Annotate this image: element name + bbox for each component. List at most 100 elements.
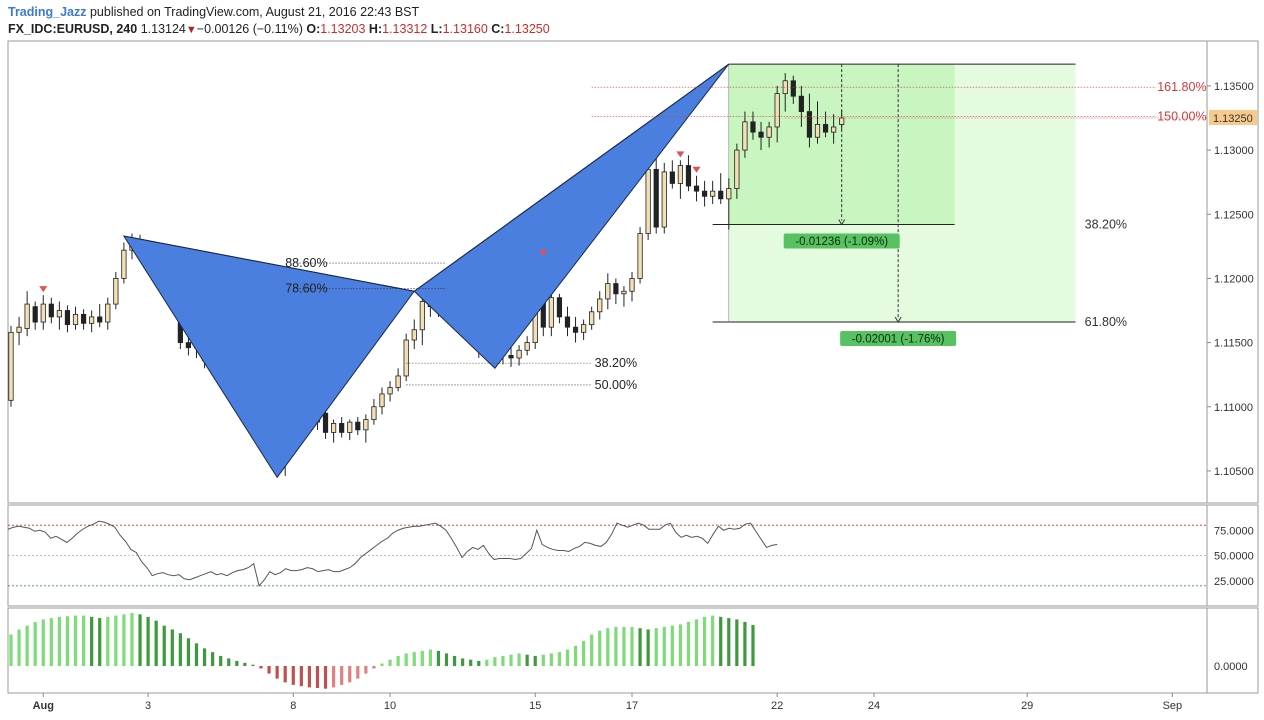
candle-up [411,329,417,341]
fib-level-label: 88.60% [285,256,327,270]
candle-down [64,310,71,326]
candle-up [589,311,595,326]
histogram-bar [162,625,166,666]
histogram-pane [9,613,755,689]
candle-up [371,406,377,420]
histogram-bar [235,660,239,666]
histogram-bar [130,613,134,666]
candle-down [718,190,724,200]
candle-down [822,124,829,133]
candle-down [32,306,38,323]
candle-up [839,117,845,125]
histogram-bar [477,660,481,666]
close-value: 1.13250 [504,22,550,36]
histogram-bar [590,634,594,666]
fib-level-label: 38.20% [595,356,637,370]
histogram-bar [469,659,473,666]
candle-up [387,387,393,395]
histogram-bar [348,666,352,683]
histogram-bar [227,658,231,666]
annotations: 88.60% 78.60% 38.20% 50.00% 161.80% 150.00% 38… [39,80,1207,392]
histogram-bar [638,628,642,666]
target-zone [712,63,1076,324]
histogram-bar [412,652,416,666]
histogram-bar [565,649,570,666]
candle-up [734,149,740,189]
candle-down [97,316,103,323]
candle-up [677,165,683,184]
published-text: published on TradingView.com, August 21,… [89,5,420,19]
x-tick-label: 15 [529,700,541,712]
rsi-tick-label: 75.0000 [1214,525,1254,537]
candle-down [339,423,345,433]
histogram-bar [509,654,513,666]
last-price-badge [1209,110,1257,125]
histogram-bar [751,625,755,666]
change-value: −0.00126 (−0.11%) [196,22,303,36]
x-tick-label: 10 [384,700,396,712]
measure-arrow-head [838,219,846,226]
histogram-bar [323,666,328,689]
histogram-bar [436,650,441,666]
histogram-bar [719,616,723,666]
histogram-bar [202,648,207,666]
histogram-bar [670,625,674,666]
histogram-bar [291,666,295,685]
candle-up [766,126,772,138]
x-tick-label: 29 [1021,700,1033,712]
y-tick-label: 1.11000 [1214,402,1253,414]
histogram-bar [573,645,578,666]
low-value: 1.13160 [442,22,488,36]
histogram-bar [194,643,199,666]
candle-down [355,421,361,431]
histogram-bar [114,615,118,666]
sell-signal-icon [692,166,701,173]
open-value: 1.13203 [320,22,366,36]
histogram-bar [73,615,78,666]
candle-up [72,313,79,326]
histogram-bar [170,629,174,666]
candle-up [395,375,401,388]
target-level-label: 38.20% [1085,218,1127,232]
histogram-bar [146,616,150,666]
author-link[interactable]: Trading_Jazz [8,5,87,19]
target-level-label: 61.80% [1085,315,1127,329]
histogram-bar [57,616,61,666]
candle-up [16,326,22,333]
sell-signal-icon [539,250,548,257]
fib-level-label: 161.80% [1157,80,1206,94]
histogram-bar [606,628,610,666]
candle-down [758,131,764,138]
histogram-bar [582,640,586,666]
candle-down [48,303,54,318]
open-label: O: [306,22,321,36]
x-tick-label: 17 [626,700,638,712]
histogram-bar [549,653,553,666]
histogram-bar [694,619,699,666]
candle-down [806,111,813,138]
histogram-bar [622,626,626,666]
sell-signal-icon [676,151,685,158]
histogram-bar [598,630,602,666]
candle-up [581,324,587,333]
candle-up [419,301,425,331]
histogram-bar [364,666,368,674]
histogram-bar [380,663,384,666]
histogram-bar [25,625,29,666]
histogram-bar [711,615,715,666]
rsi-tick-label: 50.0000 [1214,551,1254,563]
histogram-bar [315,666,320,689]
candle-up [637,233,643,279]
candle-down [322,412,329,433]
rsi-line [7,520,778,587]
x-tick-label: Aug [33,700,54,712]
histogram-bar [372,666,376,669]
candle-up [24,303,30,329]
histogram-bar [283,666,287,683]
candle-down [556,297,563,318]
candle-up [661,171,667,228]
histogram-bar [461,658,465,666]
histogram-bar [211,652,215,666]
sell-signal-icon [39,286,48,293]
